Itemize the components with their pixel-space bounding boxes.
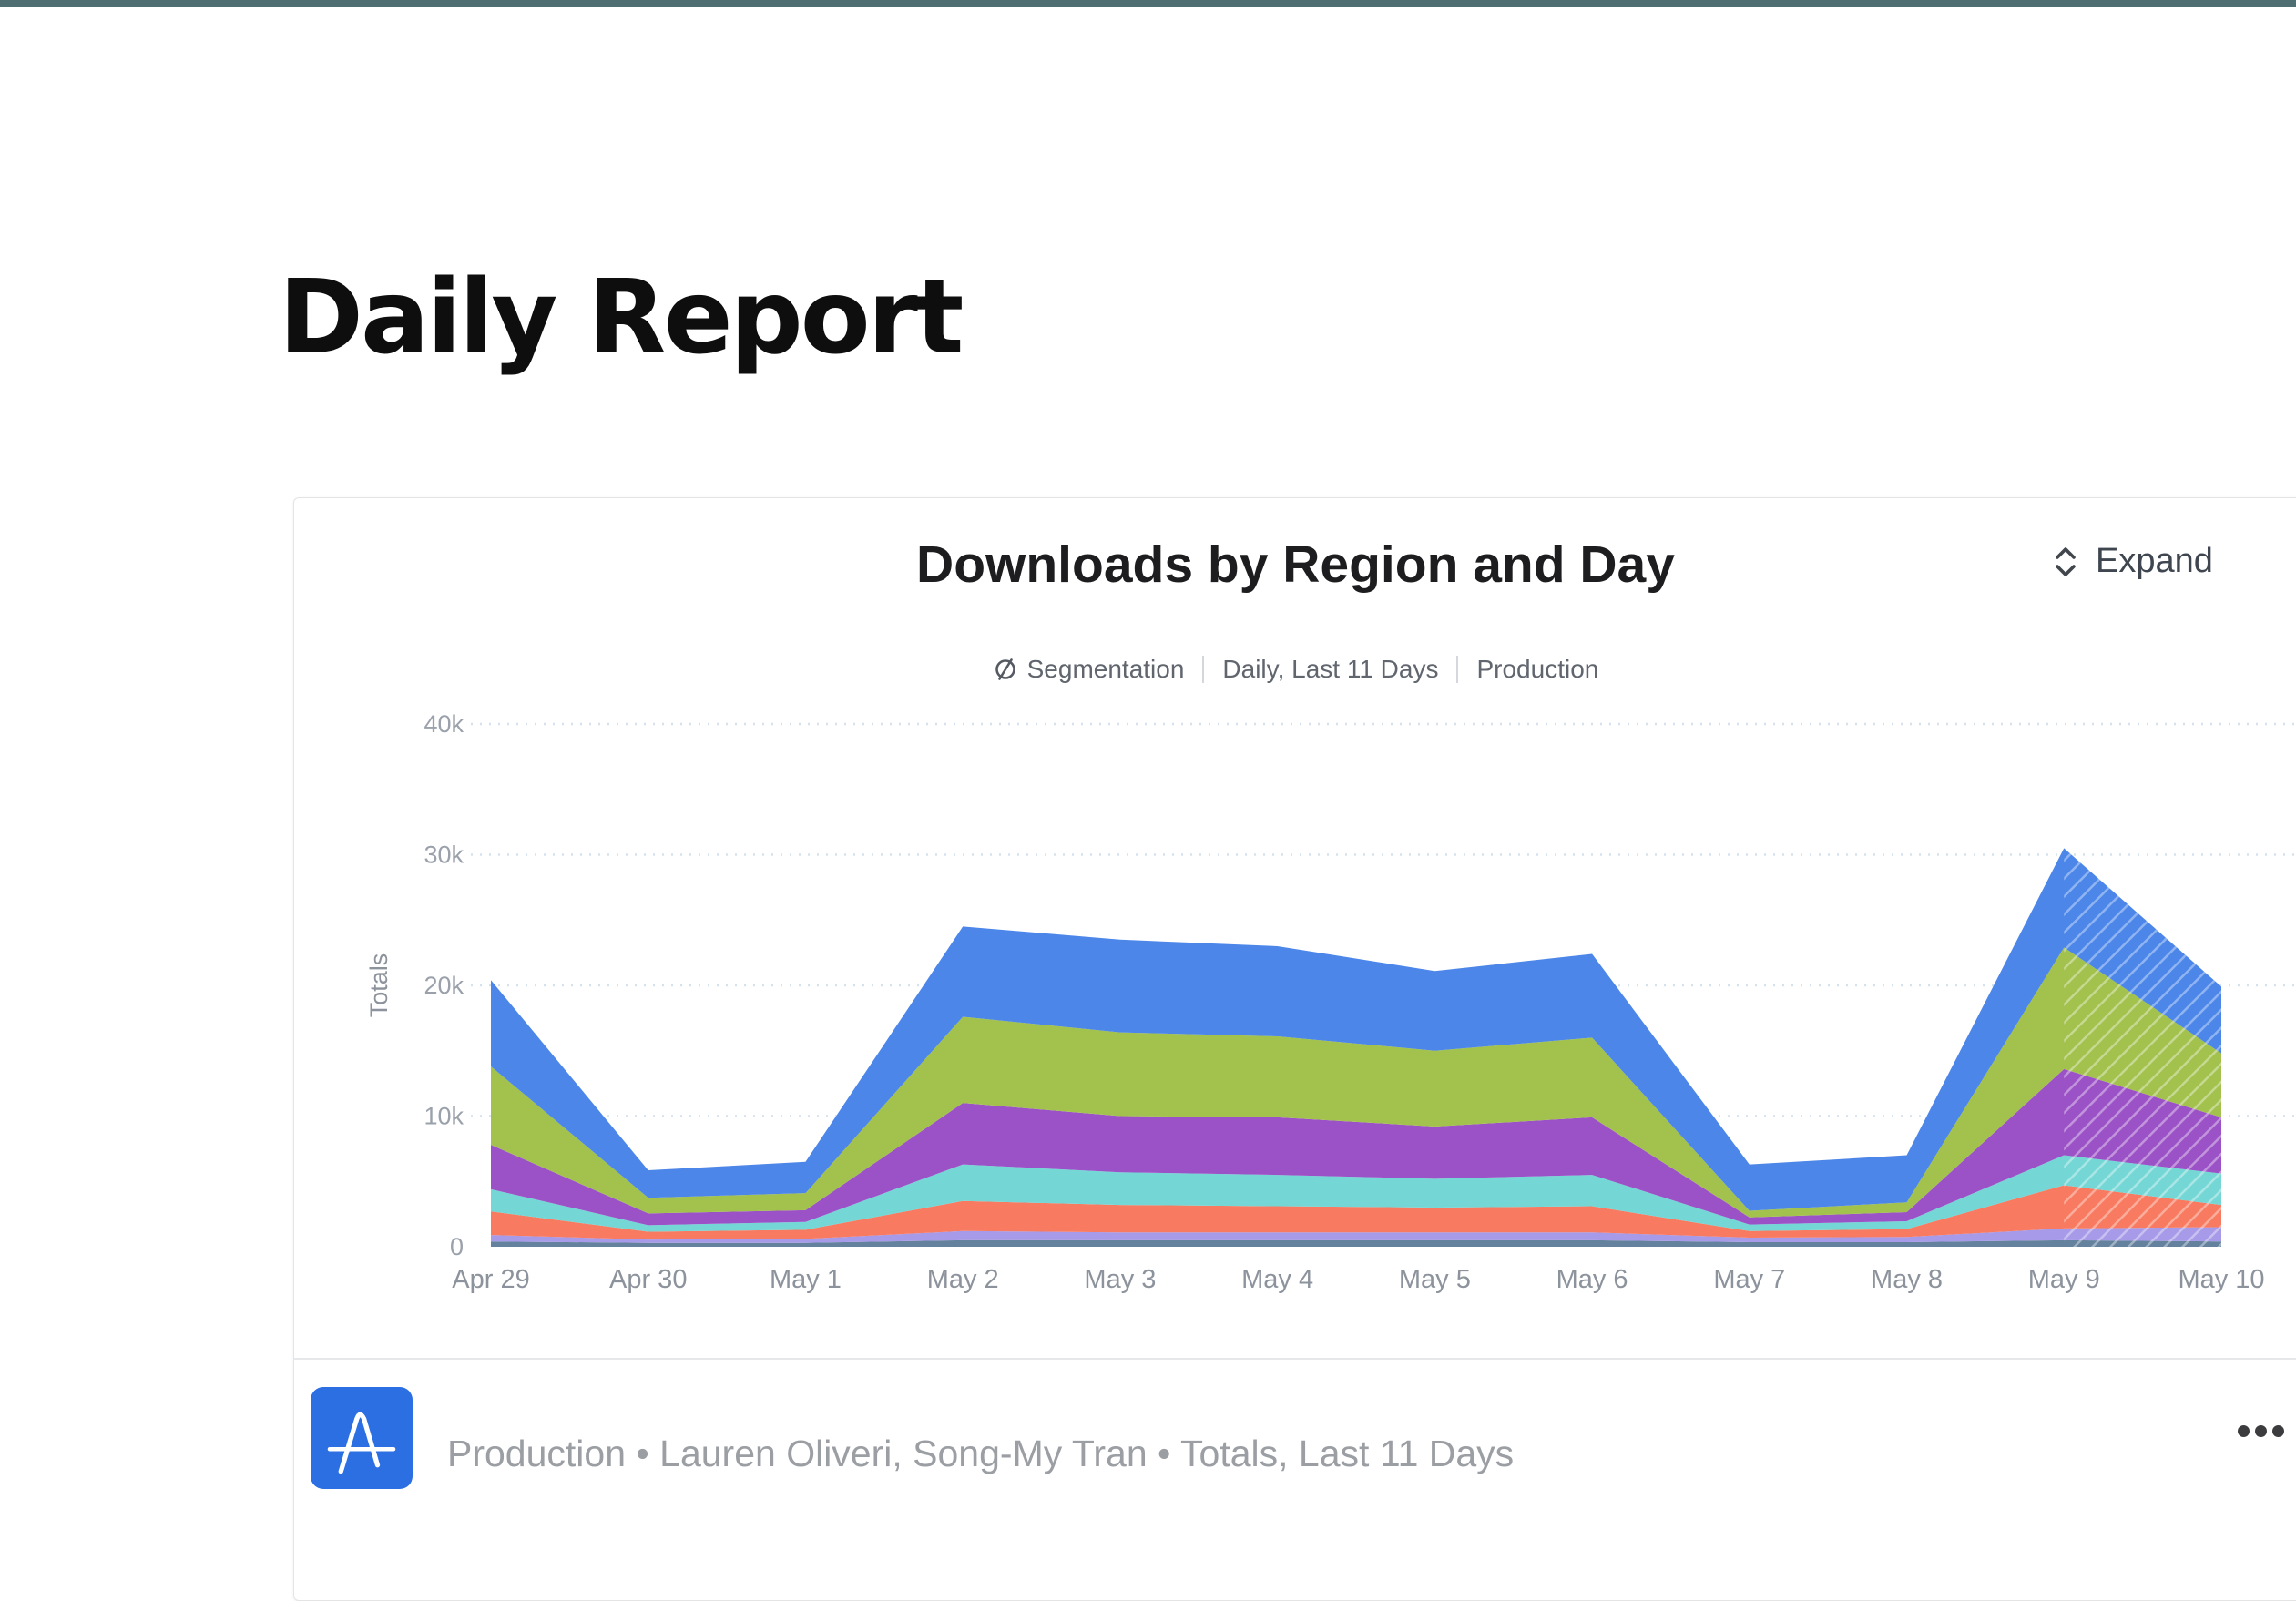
y-tick-label: 30k <box>423 841 464 869</box>
y-tick-label: 0 <box>450 1233 464 1260</box>
x-tick-label: May 10 <box>2178 1265 2264 1294</box>
area-series-lavender[interactable] <box>491 1227 2221 1243</box>
footer-meta-text: Production • Lauren Oliveri, Song-My Tra… <box>447 1433 1515 1474</box>
x-tick-label: May 3 <box>1084 1265 1156 1294</box>
x-tick-label: Apr 29 <box>452 1265 529 1294</box>
more-dot <box>2238 1425 2250 1437</box>
date-range-label: Daily, Last 11 Days <box>1222 655 1439 683</box>
page-title: Daily Report <box>279 259 964 377</box>
more-dot <box>2255 1425 2267 1437</box>
x-tick-label: May 5 <box>1399 1265 1471 1294</box>
area-series-green[interactable] <box>491 947 2221 1218</box>
stacked-area-chart[interactable]: 0 10k 20k 30k 40k Totals Apr 29 Apr 30 May 1 May … <box>365 688 2296 1308</box>
amplitude-logo-icon <box>311 1387 413 1489</box>
area-series-salmon[interactable] <box>491 1185 2221 1240</box>
segmentation-icon <box>995 658 1015 680</box>
expand-collapse-icon <box>2056 546 2076 576</box>
more-menu-button[interactable] <box>2232 1420 2290 1443</box>
x-tick-label: May 2 <box>927 1265 999 1294</box>
x-tick-label: May 4 <box>1241 1265 1313 1294</box>
chart-title: Downloads by Region and Day <box>916 535 1675 594</box>
incomplete-data-hatch <box>2064 848 2221 1247</box>
area-series-blue[interactable] <box>491 848 2221 1211</box>
project-label: Production <box>1476 655 1599 683</box>
subtitle-separator <box>1202 656 1205 683</box>
y-tick-label: 20k <box>423 972 464 999</box>
area-series-purple[interactable] <box>491 1068 2221 1226</box>
expand-label: Expand <box>2096 542 2213 580</box>
x-tick-label: May 8 <box>1871 1265 1943 1294</box>
subtitle-separator <box>1456 656 1459 683</box>
chart-type-tag: Segmentation <box>993 655 1185 684</box>
y-tick-label: 10k <box>423 1103 464 1130</box>
area-series-teal[interactable] <box>491 1155 2221 1232</box>
x-tick-label: Apr 30 <box>609 1265 687 1294</box>
area-series-slate[interactable] <box>491 1239 2221 1247</box>
y-axis-title: Totals <box>365 953 393 1018</box>
expand-button[interactable]: Expand <box>2050 542 2213 581</box>
x-tick-label: May 6 <box>1556 1265 1628 1294</box>
chart-subtitle: Segmentation Daily, Last 11 Days Product… <box>294 655 2296 684</box>
x-tick-label: May 9 <box>2028 1265 2100 1294</box>
report-card: Expand Downloads by Region and Day Segme… <box>293 497 2296 1601</box>
more-dot <box>2272 1425 2284 1437</box>
card-footer-divider <box>294 1358 2296 1360</box>
chart-type-label: Segmentation <box>1026 655 1185 683</box>
y-tick-label: 40k <box>423 710 464 738</box>
amplitude-a-glyph <box>327 1412 396 1474</box>
x-tick-label: May 1 <box>770 1265 842 1294</box>
x-tick-label: May 7 <box>1713 1265 1785 1294</box>
top-accent-bar <box>0 0 2296 7</box>
